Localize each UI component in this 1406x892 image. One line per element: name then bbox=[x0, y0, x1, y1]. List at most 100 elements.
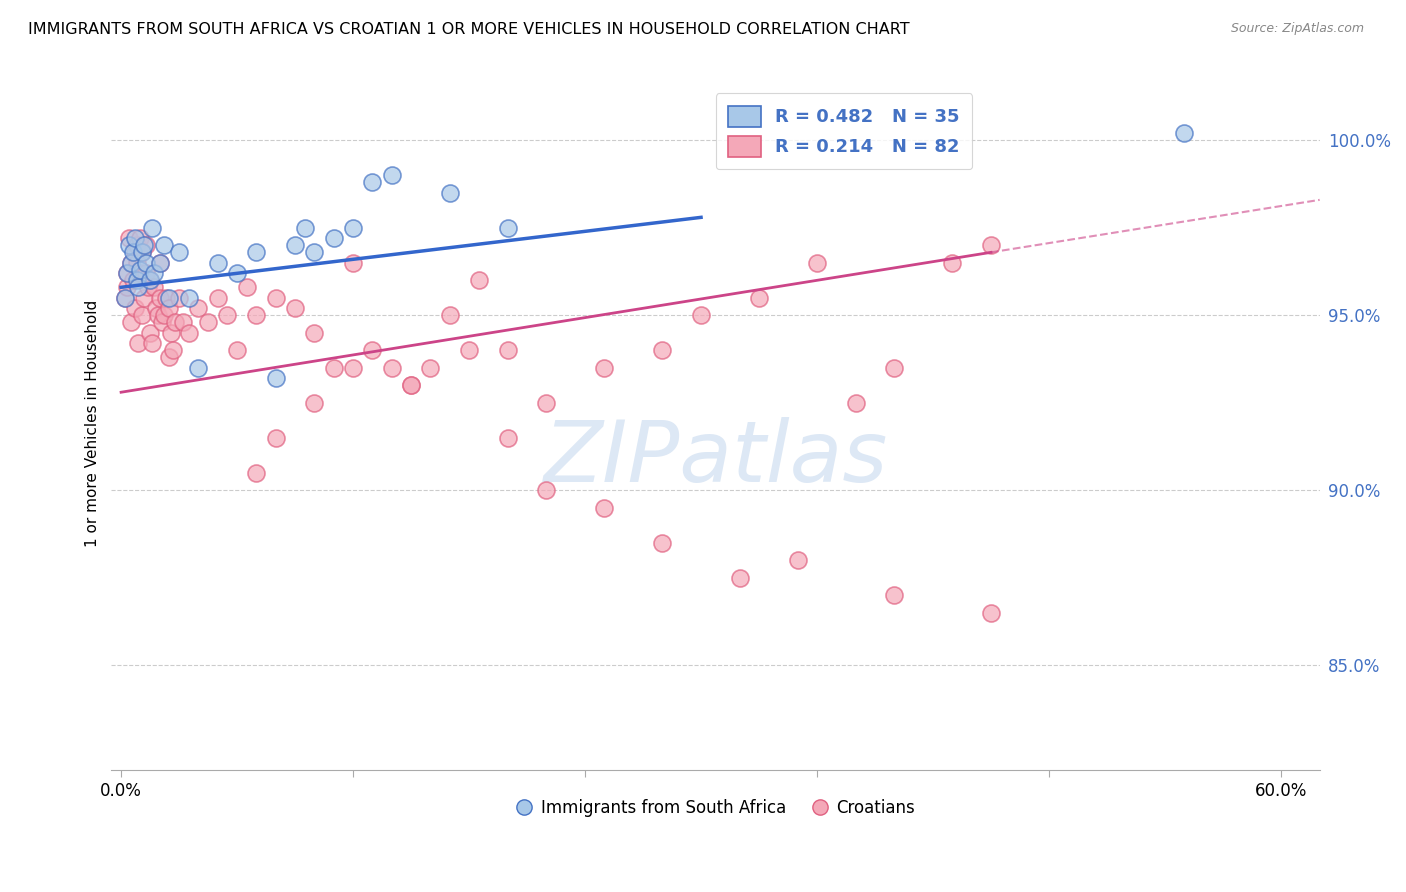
Point bbox=[124, 231, 146, 245]
Point bbox=[141, 336, 163, 351]
Y-axis label: 1 or more Vehicles in Household: 1 or more Vehicles in Household bbox=[86, 300, 100, 548]
Point bbox=[264, 371, 287, 385]
Point bbox=[129, 266, 152, 280]
Point bbox=[748, 291, 770, 305]
Point bbox=[121, 273, 143, 287]
Point bbox=[845, 395, 868, 409]
Text: Source: ZipAtlas.com: Source: ZipAtlas.com bbox=[1230, 22, 1364, 36]
Point bbox=[1173, 127, 1195, 141]
Point bbox=[264, 291, 287, 305]
Point bbox=[304, 395, 326, 409]
Point bbox=[124, 301, 146, 316]
Point bbox=[142, 266, 165, 280]
Point bbox=[651, 343, 673, 358]
Point bbox=[361, 175, 384, 189]
Point bbox=[125, 238, 148, 252]
Point bbox=[980, 606, 1002, 620]
Point bbox=[129, 231, 152, 245]
Point bbox=[496, 220, 519, 235]
Point bbox=[458, 343, 481, 358]
Point bbox=[361, 343, 384, 358]
Point bbox=[728, 571, 751, 585]
Point bbox=[399, 378, 422, 392]
Point bbox=[304, 326, 326, 340]
Point bbox=[127, 280, 149, 294]
Point bbox=[197, 315, 219, 329]
Point bbox=[536, 395, 558, 409]
Point bbox=[118, 238, 141, 252]
Point bbox=[322, 360, 344, 375]
Point bbox=[152, 238, 174, 252]
Point bbox=[157, 301, 180, 316]
Point bbox=[129, 262, 152, 277]
Point bbox=[120, 256, 142, 270]
Point bbox=[157, 351, 180, 365]
Point bbox=[245, 308, 267, 322]
Point bbox=[149, 256, 172, 270]
Point bbox=[496, 343, 519, 358]
Point bbox=[439, 186, 461, 200]
Point bbox=[139, 273, 162, 287]
Point bbox=[145, 301, 167, 316]
Point bbox=[284, 301, 307, 316]
Point bbox=[226, 266, 249, 280]
Point bbox=[342, 256, 364, 270]
Point bbox=[322, 231, 344, 245]
Point bbox=[690, 308, 713, 322]
Point bbox=[115, 266, 138, 280]
Point bbox=[155, 291, 177, 305]
Point bbox=[142, 280, 165, 294]
Point bbox=[114, 291, 136, 305]
Point bbox=[226, 343, 249, 358]
Point bbox=[149, 256, 172, 270]
Point bbox=[207, 256, 229, 270]
Point bbox=[160, 326, 183, 340]
Point bbox=[165, 315, 187, 329]
Point bbox=[118, 231, 141, 245]
Point bbox=[651, 535, 673, 549]
Point bbox=[235, 280, 257, 294]
Point bbox=[593, 360, 616, 375]
Point bbox=[135, 238, 157, 252]
Point bbox=[150, 315, 173, 329]
Point bbox=[167, 245, 190, 260]
Point bbox=[883, 360, 905, 375]
Point bbox=[786, 553, 808, 567]
Point bbox=[121, 245, 143, 260]
Point bbox=[593, 500, 616, 515]
Point bbox=[467, 273, 489, 287]
Point bbox=[264, 431, 287, 445]
Point bbox=[127, 336, 149, 351]
Point bbox=[217, 308, 239, 322]
Point bbox=[131, 245, 153, 260]
Point bbox=[125, 256, 148, 270]
Point bbox=[980, 238, 1002, 252]
Point bbox=[304, 245, 326, 260]
Point bbox=[294, 220, 316, 235]
Point bbox=[135, 256, 157, 270]
Point bbox=[125, 273, 148, 287]
Point bbox=[162, 343, 184, 358]
Point bbox=[135, 266, 157, 280]
Point bbox=[245, 466, 267, 480]
Point bbox=[167, 291, 190, 305]
Point bbox=[177, 291, 200, 305]
Point bbox=[883, 588, 905, 602]
Point bbox=[120, 315, 142, 329]
Point bbox=[120, 256, 142, 270]
Point bbox=[136, 280, 159, 294]
Point bbox=[381, 360, 404, 375]
Point bbox=[114, 291, 136, 305]
Point bbox=[149, 291, 172, 305]
Legend: Immigrants from South Africa, Croatians: Immigrants from South Africa, Croatians bbox=[509, 793, 922, 824]
Point bbox=[187, 301, 209, 316]
Point bbox=[141, 220, 163, 235]
Point bbox=[139, 326, 162, 340]
Point bbox=[131, 245, 153, 260]
Point bbox=[536, 483, 558, 498]
Point bbox=[381, 169, 404, 183]
Point bbox=[342, 360, 364, 375]
Point bbox=[207, 291, 229, 305]
Point bbox=[146, 308, 169, 322]
Point bbox=[419, 360, 441, 375]
